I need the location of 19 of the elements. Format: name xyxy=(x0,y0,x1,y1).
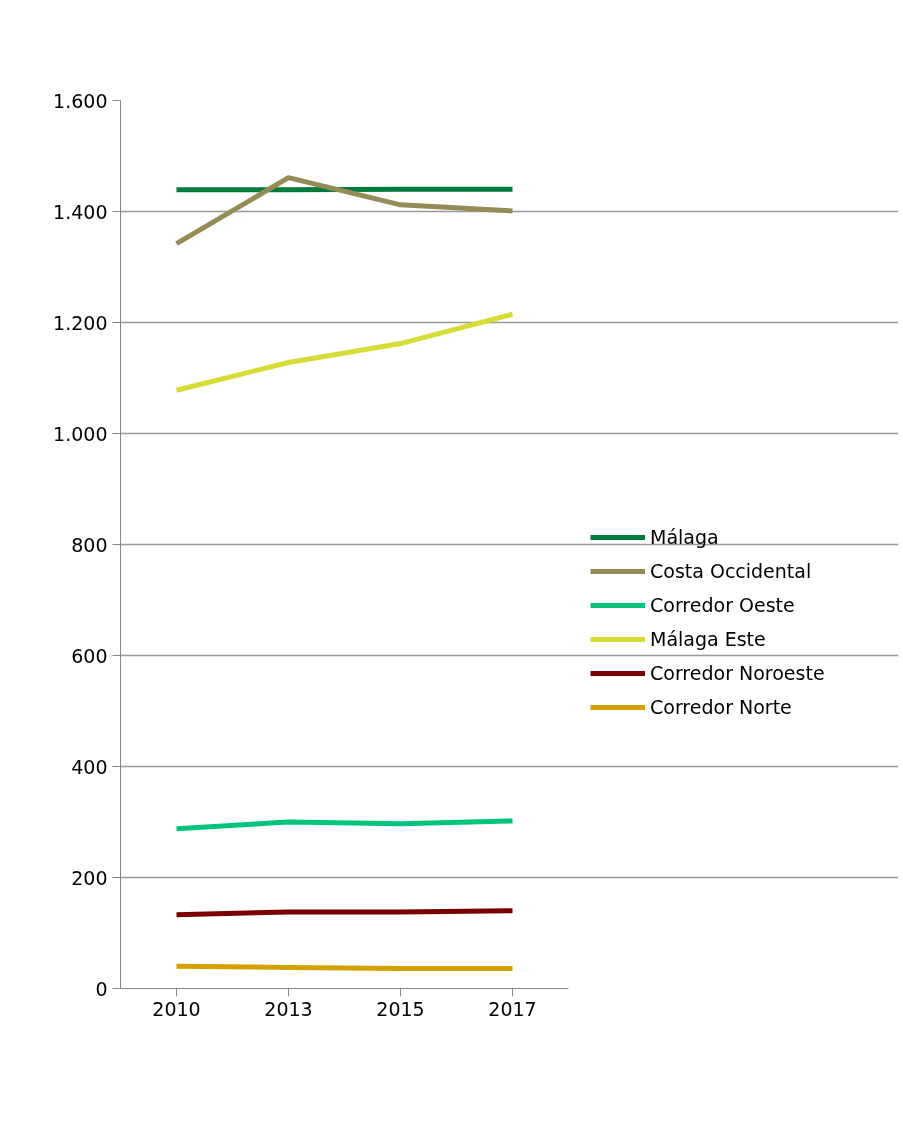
legend-label: Costa Occidental xyxy=(650,560,812,582)
legend-label: Corredor Norte xyxy=(650,696,792,718)
x-tick-label: 2015 xyxy=(376,997,425,1020)
y-tick-label: 1.200 xyxy=(53,311,108,334)
x-tick-label: 2017 xyxy=(488,997,537,1020)
y-tick-label: 0 xyxy=(95,977,108,1000)
y-tick-label: 1.600 xyxy=(53,89,108,112)
y-tick-label: 1.400 xyxy=(53,200,108,223)
x-tick-label: 2013 xyxy=(264,997,313,1020)
legend-label: Málaga Este xyxy=(650,628,766,650)
legend-label: Málaga xyxy=(650,526,719,548)
y-tick-label: 1.000 xyxy=(53,422,108,445)
y-tick-label: 600 xyxy=(71,644,108,667)
legend-label: Corredor Noroeste xyxy=(650,662,825,684)
y-tick-label: 400 xyxy=(71,755,108,778)
x-tick-label: 2010 xyxy=(152,997,201,1020)
y-tick-label: 200 xyxy=(71,866,108,889)
legend-label: Corredor Oeste xyxy=(650,594,795,616)
y-tick-label: 800 xyxy=(71,533,108,556)
